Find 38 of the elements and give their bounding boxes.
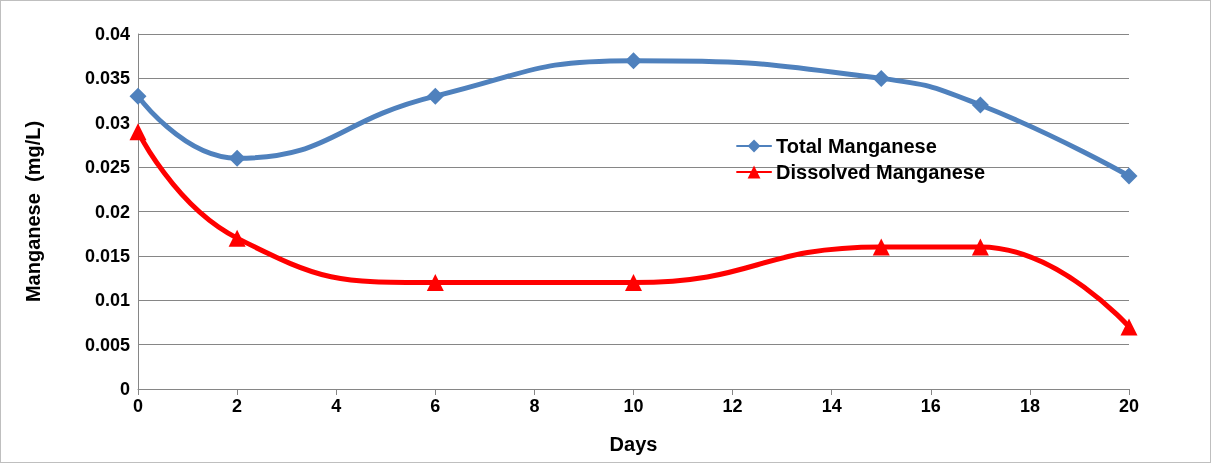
x-axis-title: Days <box>609 433 658 455</box>
point <box>872 238 890 256</box>
legend-label: Total Manganese <box>776 135 937 157</box>
x-tick-label: 18 <box>1019 396 1040 416</box>
point <box>872 69 890 87</box>
x-tick-label: 6 <box>430 396 441 416</box>
y-axis-title: Manganese (mg/L) <box>22 120 44 303</box>
point <box>228 149 246 167</box>
y-tick-label: 0.015 <box>84 245 130 266</box>
y-tick-label: 0.035 <box>84 68 130 89</box>
x-tick-label: 20 <box>1118 396 1140 416</box>
x-tick-label: 14 <box>821 396 842 416</box>
y-tick-label: 0.02 <box>94 201 130 222</box>
x-tick-label: 4 <box>331 396 342 416</box>
y-tick-label: 0.025 <box>84 157 130 178</box>
point <box>971 238 989 256</box>
y-tick-label: 0.03 <box>94 112 130 133</box>
point <box>426 87 444 105</box>
point <box>228 229 246 247</box>
point <box>129 87 147 105</box>
x-tick-label: 10 <box>623 396 644 416</box>
x-tick-label: 0 <box>132 396 144 416</box>
point <box>129 123 147 141</box>
point <box>625 274 642 291</box>
point <box>625 52 642 70</box>
x-tick-label: 12 <box>722 396 743 416</box>
x-tick-label: 2 <box>232 396 243 416</box>
point <box>426 274 444 291</box>
y-tick-label: 0.04 <box>94 24 130 44</box>
y-tick-label: 0.005 <box>84 334 130 355</box>
x-tick-label: 8 <box>529 396 540 416</box>
point <box>971 96 989 114</box>
y-tick-label: 0.01 <box>94 290 130 311</box>
x-tick-label: 16 <box>920 396 941 416</box>
point <box>1120 167 1138 185</box>
y-tick-label: 0 <box>119 379 130 399</box>
legend-label: Dissolved Manganese <box>776 161 985 183</box>
point <box>1120 318 1138 336</box>
